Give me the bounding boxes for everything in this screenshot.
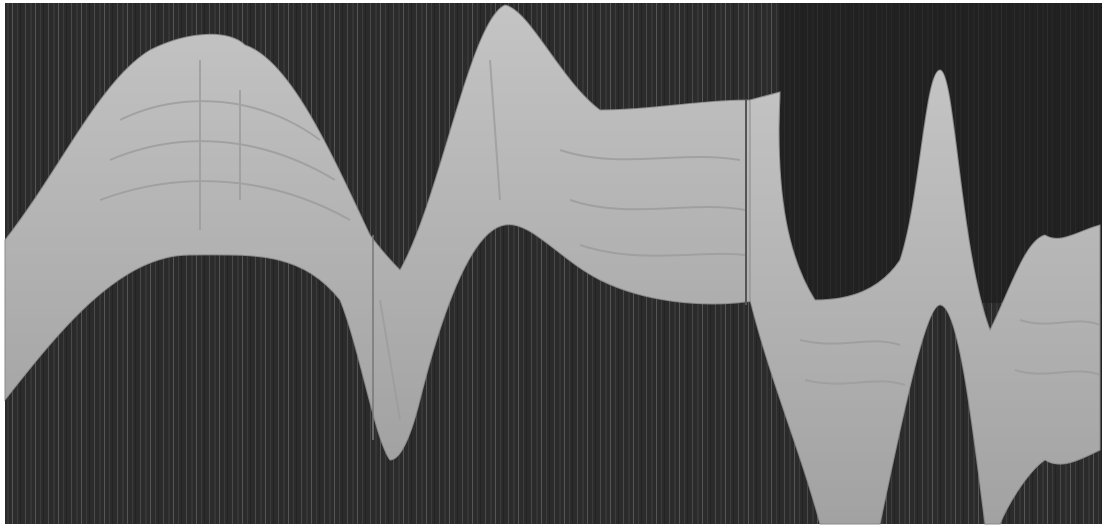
brick-texture [99,59,1101,421]
ribbon-right [749,69,1101,525]
